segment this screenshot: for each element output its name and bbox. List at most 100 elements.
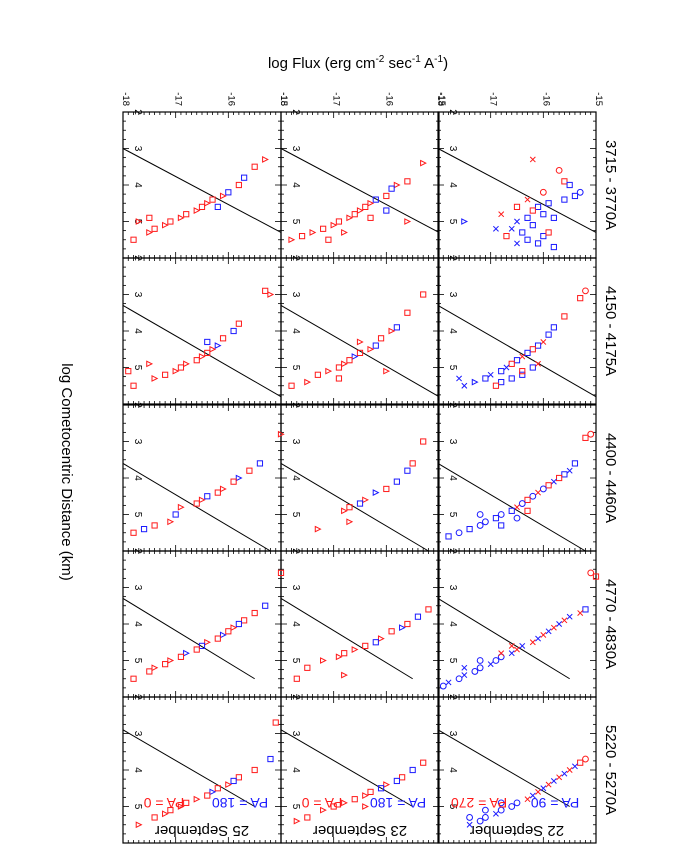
data-point [535,635,542,642]
distance-tick-label: 4 [447,182,458,188]
data-point [519,371,526,378]
distance-tick-label: 3 [132,585,143,591]
distance-tick-label: 2 [290,109,301,115]
reference-line [280,148,440,233]
data-point [545,482,552,489]
distance-tick-label: 2 [447,402,458,408]
data-point [162,371,169,378]
data-point [409,460,416,467]
data-point [167,218,174,225]
data-point [566,181,573,189]
data-point [335,653,343,661]
distance-tick-label: 3 [290,292,301,298]
data-point [388,185,395,192]
data-point [404,620,411,628]
data-point [556,621,563,627]
data-point [320,225,327,232]
distance-tick-label: 3 [132,439,143,445]
data-point [341,360,348,368]
distance-tick-label: 2 [447,548,458,554]
data-point [130,382,137,389]
data-point [539,485,547,493]
distance-tick-label: 3 [290,146,301,152]
data-point [497,511,505,518]
distance-tick-label: 5 [447,658,458,664]
flux-tick-label: -16 [540,92,551,106]
data-point [404,218,412,225]
band-label: 5220 - 5270A [602,725,619,815]
data-point [298,233,306,240]
data-point [492,225,499,232]
data-point [193,357,200,364]
panel-data-d0-b3 [437,569,600,690]
data-point [508,507,515,514]
data-point [341,671,348,679]
data-point [267,291,275,298]
date-label: 22 September [470,822,564,839]
data-point [439,682,447,690]
data-point [362,642,369,649]
data-point [383,485,390,493]
distance-tick-label: 5 [132,804,143,810]
data-point [230,624,238,632]
data-point [346,214,354,222]
data-point [372,342,379,349]
data-point [167,518,175,526]
distance-tick-label: 3 [132,146,143,152]
data-point [571,763,578,770]
data-point [529,792,536,799]
data-point [461,672,468,679]
data-point [293,675,300,682]
data-point [529,346,536,353]
data-point [209,345,217,353]
data-point [351,211,358,218]
data-point [508,360,515,367]
data-point [566,613,573,620]
data-point [540,631,547,638]
distance-tick-label: 4 [447,621,458,627]
data-point [125,368,132,375]
pa-left-label: PA = 90 [531,795,580,811]
data-point [151,664,159,672]
data-point [351,353,359,360]
data-point [508,650,515,657]
data-point [519,229,526,236]
distance-tick-label: 5 [290,512,301,518]
data-point [204,493,211,500]
distance-tick-label: 5 [132,512,143,518]
data-point [198,496,206,504]
distance-tick-label: 2 [447,694,458,700]
data-point [388,628,395,635]
data-point [193,795,201,803]
data-point [393,324,400,331]
data-point [372,639,379,646]
data-point [513,357,521,364]
data-point [571,460,579,467]
data-point [309,229,317,236]
data-point [383,781,391,789]
data-point [409,766,416,774]
reference-line [437,729,570,807]
distance-tick-label: 4 [132,182,143,188]
distance-tick-label: 5 [132,658,143,664]
data-point [162,661,169,668]
data-point [455,529,463,537]
distance-tick-label: 4 [290,182,301,188]
data-point [529,207,536,214]
distance-tick-label: 2 [290,402,301,408]
panel-frame [122,550,282,698]
data-point [534,240,542,247]
panel-data-d0-b1 [437,287,597,398]
data-point [540,338,547,345]
data-point [513,514,521,522]
distance-tick-label: 4 [290,328,301,334]
data-point [140,526,148,533]
data-point [461,664,468,671]
data-point [576,188,584,196]
data-point [561,178,568,185]
data-point [529,492,537,500]
data-point [539,188,547,196]
data-point [492,515,500,522]
reference-line [122,148,282,233]
